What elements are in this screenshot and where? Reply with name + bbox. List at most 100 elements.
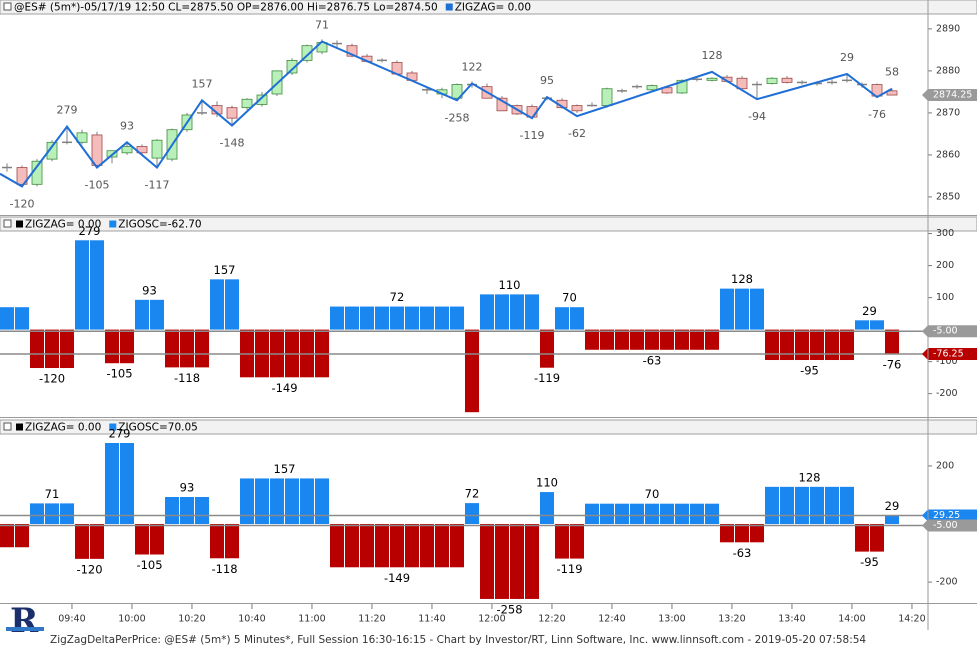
osc-label: -258 xyxy=(496,602,522,616)
osc-bar xyxy=(15,524,30,548)
osc-bar xyxy=(225,524,240,559)
osc-bar xyxy=(510,294,525,330)
x-tick-label: 11:00 xyxy=(298,614,325,625)
logo: R xyxy=(10,601,39,641)
osc-bar xyxy=(345,306,360,330)
x-tick-label: 12:20 xyxy=(538,614,565,625)
osc-bar xyxy=(825,486,840,525)
x-tick-label: 11:20 xyxy=(358,614,385,625)
legend-label: ZIGZAG= 0.00 xyxy=(25,422,101,434)
x-tick-label: 10:20 xyxy=(178,614,205,625)
osc-bar xyxy=(795,329,810,361)
pivot-label: 93 xyxy=(120,119,134,132)
osc-label: 72 xyxy=(465,487,480,501)
osc-bar xyxy=(315,478,330,525)
osc-bar xyxy=(720,524,735,543)
osc-bar xyxy=(195,329,210,368)
marker-box xyxy=(922,348,977,361)
osc-bar xyxy=(645,329,660,350)
osc-label: 110 xyxy=(536,476,558,490)
osc-label: 279 xyxy=(109,427,131,441)
osc-bar xyxy=(795,486,810,525)
legend-swatch xyxy=(16,423,23,431)
osc-bar xyxy=(525,294,540,330)
x-tick-label: 09:40 xyxy=(58,614,85,625)
logo-box xyxy=(4,604,46,646)
legend-label: ZIGOSC=-62.70 xyxy=(118,219,201,231)
osc-label: -105 xyxy=(106,367,132,381)
osc-bar xyxy=(615,329,630,350)
osc-bar xyxy=(405,524,420,568)
osc-bar xyxy=(825,329,840,361)
osc-bar xyxy=(870,524,885,552)
y-tick-label: 2850 xyxy=(936,191,960,202)
y-tick-label: 2880 xyxy=(936,65,960,76)
osc-bar xyxy=(390,306,405,330)
header-icon xyxy=(3,219,12,228)
osc-bar xyxy=(465,503,480,525)
osc-bar xyxy=(855,524,870,552)
osc-bar xyxy=(855,320,870,330)
x-tick-label: 12:40 xyxy=(598,614,625,625)
osc-bar xyxy=(75,524,90,559)
osc-bar xyxy=(60,329,75,369)
pivot-label: -94 xyxy=(748,110,766,123)
osc-bar xyxy=(360,306,375,330)
candle-body xyxy=(91,134,103,166)
osc-bar xyxy=(330,524,345,568)
candle-body xyxy=(151,139,163,159)
osc-bar xyxy=(810,486,825,525)
osc-bar xyxy=(60,503,75,525)
candle-body xyxy=(286,59,298,74)
candle-body xyxy=(121,146,133,154)
osc-bar xyxy=(495,294,510,330)
marker-box xyxy=(922,89,977,102)
osc-bar xyxy=(750,288,765,330)
pivot-label: -148 xyxy=(220,137,245,150)
osc-bar xyxy=(255,478,270,525)
osc-bar xyxy=(450,306,465,330)
osc-bar xyxy=(450,524,465,568)
pivot-label: -120 xyxy=(10,197,35,210)
osc-bar xyxy=(0,307,15,330)
osc-bar xyxy=(375,306,390,330)
pivot-label: -105 xyxy=(85,179,110,192)
osc-bar xyxy=(735,524,750,543)
candle-body xyxy=(781,77,793,83)
osc-bar xyxy=(750,524,765,543)
osc-label: -120 xyxy=(76,562,102,576)
osc-bar xyxy=(0,524,15,548)
osc-bar xyxy=(480,524,495,599)
osc-bar xyxy=(90,524,105,559)
candle-body xyxy=(241,98,253,109)
osc-bar xyxy=(210,524,225,559)
osc-bar xyxy=(465,329,480,413)
osc-bar xyxy=(735,288,750,330)
osc-bar xyxy=(540,492,555,525)
x-tick-label: 10:00 xyxy=(118,614,145,625)
osc-bar xyxy=(300,478,315,525)
osc-bar xyxy=(765,329,780,361)
osc-label: 279 xyxy=(79,224,101,238)
osc-bar xyxy=(615,503,630,525)
pivot-label: -76 xyxy=(868,108,886,121)
osc-bar xyxy=(885,329,900,354)
pivot-label: 71 xyxy=(315,18,329,31)
candle-body xyxy=(46,141,58,160)
legend-label: ZIGOSC=70.05 xyxy=(118,422,198,434)
osc-bar xyxy=(30,503,45,525)
pivot-label: -117 xyxy=(145,179,170,192)
osc-bar xyxy=(420,524,435,568)
osc-bar xyxy=(390,524,405,568)
candle-body xyxy=(346,45,358,57)
candle-body xyxy=(886,90,898,96)
osc-bar xyxy=(375,524,390,568)
pivot-label: 122 xyxy=(462,60,483,73)
osc-bar xyxy=(195,497,210,525)
osc-bar xyxy=(570,307,585,330)
osc-bar xyxy=(330,306,345,330)
x-tick-label: 14:00 xyxy=(838,614,865,625)
pivot-label: -62 xyxy=(568,127,586,140)
candle-body xyxy=(16,167,28,185)
osc-bar xyxy=(705,329,720,350)
